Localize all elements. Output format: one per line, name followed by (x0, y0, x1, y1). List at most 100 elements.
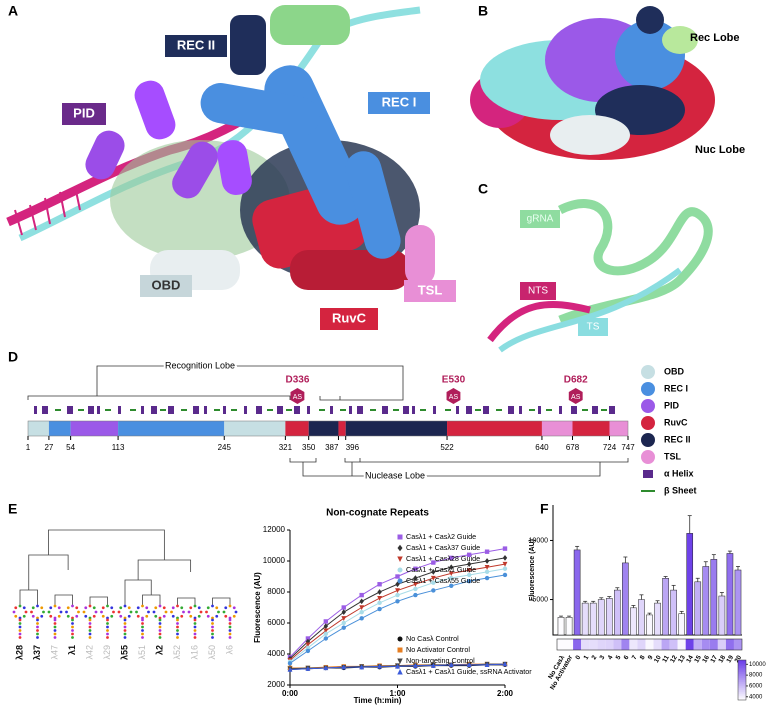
x-tick-label: 14 (685, 654, 695, 664)
legend-label: Casλ1 + Casλ28 Guide (406, 554, 480, 563)
active-site (446, 388, 461, 404)
boundary-label: 640 (535, 443, 549, 452)
helix (519, 406, 522, 414)
data-point (413, 586, 418, 592)
hairpin-base (129, 610, 133, 614)
data-point (377, 596, 383, 601)
heat-cell (685, 639, 694, 650)
helix (433, 406, 436, 414)
hairpin-base (123, 604, 127, 608)
legend-swatch (641, 433, 655, 447)
hairpin-base (189, 606, 193, 610)
x-tick-label: 1 (582, 654, 590, 661)
leaf-label: λ52 (172, 645, 182, 660)
domain-segment (447, 421, 542, 436)
legend-marker (397, 578, 403, 584)
data-point (305, 648, 311, 654)
hairpin-base (71, 616, 74, 620)
x-tick-label: 9 (647, 654, 655, 661)
heat-cell (645, 639, 654, 650)
colorbar-step (738, 662, 746, 665)
hairpin-base (211, 622, 214, 625)
label-box (62, 103, 106, 125)
x-tick-label: 11 (661, 654, 671, 664)
heat-cell (629, 639, 638, 650)
colorbar-step (738, 676, 746, 679)
data-point (287, 661, 293, 666)
hairpin-base (77, 610, 80, 614)
boundary-label: 321 (279, 443, 293, 452)
hairpin-base (106, 604, 109, 608)
hairpin-base (211, 629, 214, 632)
hairpin-base (193, 616, 197, 620)
heat-cell (597, 639, 606, 650)
dendrogram-branch (19, 589, 38, 605)
hairpin-base (158, 636, 162, 639)
active-site-label: E530 (442, 375, 466, 386)
hairpin-base (211, 625, 214, 629)
label-box (320, 308, 378, 330)
data-point (484, 662, 490, 668)
label-box (404, 280, 456, 302)
colorbar-step (738, 698, 746, 701)
data-point (305, 636, 311, 641)
hairpin-base (193, 618, 197, 622)
label-box (520, 282, 556, 300)
hairpin-base (88, 616, 92, 620)
bar (646, 614, 653, 636)
hairpin-base (123, 616, 127, 620)
leaf-label: λ55 (119, 645, 129, 660)
colorbar-step (738, 696, 746, 699)
hairpin-base (119, 614, 123, 618)
hairpin-base (14, 614, 18, 618)
hairpin-base (71, 622, 74, 625)
hairpin-base (147, 610, 150, 614)
hairpin-base (228, 616, 232, 620)
data-point (466, 568, 472, 573)
structure-label: Rec Lobe (690, 32, 740, 44)
colorbar-label: 8000 (749, 673, 763, 679)
legend-label: TSL (664, 451, 682, 461)
hairpin-base (106, 616, 109, 620)
legend-label: OBD (664, 366, 685, 376)
hairpin-base (88, 636, 92, 639)
hairpin-base (141, 636, 144, 639)
label-box (578, 318, 608, 336)
colorbar-label: 6000 (749, 684, 763, 690)
bar (734, 569, 742, 636)
data-point (305, 666, 311, 671)
hairpin-base (18, 629, 22, 632)
data-point (341, 605, 346, 610)
dendrogram-branch (177, 597, 196, 605)
y-tick-label: 10000 (263, 556, 286, 565)
hairpin-base (36, 622, 39, 625)
hairpin-base (193, 622, 197, 625)
hairpin-base (164, 610, 168, 614)
heat-cell (621, 639, 630, 650)
colorbar-step (738, 672, 746, 675)
density (550, 115, 630, 155)
boundary-label: 747 (621, 443, 635, 452)
hairpin-base (141, 618, 144, 622)
hairpin-base (53, 625, 57, 629)
hairpin-base (18, 636, 22, 639)
data-point (484, 549, 490, 554)
hairpin-base (232, 614, 236, 618)
leaf-label: λ50 (207, 645, 217, 660)
x-tick-label: 0:00 (282, 689, 299, 698)
dendrogram-branch (124, 579, 152, 605)
hairpin-base (71, 604, 74, 608)
domain-segment (345, 421, 448, 436)
hairpin-base (154, 606, 158, 610)
hairpin-base (211, 618, 214, 622)
hairpin-base (66, 606, 70, 610)
data-point (431, 588, 436, 593)
hairpin-base (222, 610, 226, 614)
hairpin-base (18, 616, 22, 620)
hairpin-base (141, 625, 144, 629)
heat-cell (669, 639, 678, 650)
structure-label: TSL (418, 282, 443, 297)
hairpin-base (215, 614, 219, 618)
hairpin-base (88, 622, 92, 625)
active-site-tag: AS (571, 394, 581, 401)
